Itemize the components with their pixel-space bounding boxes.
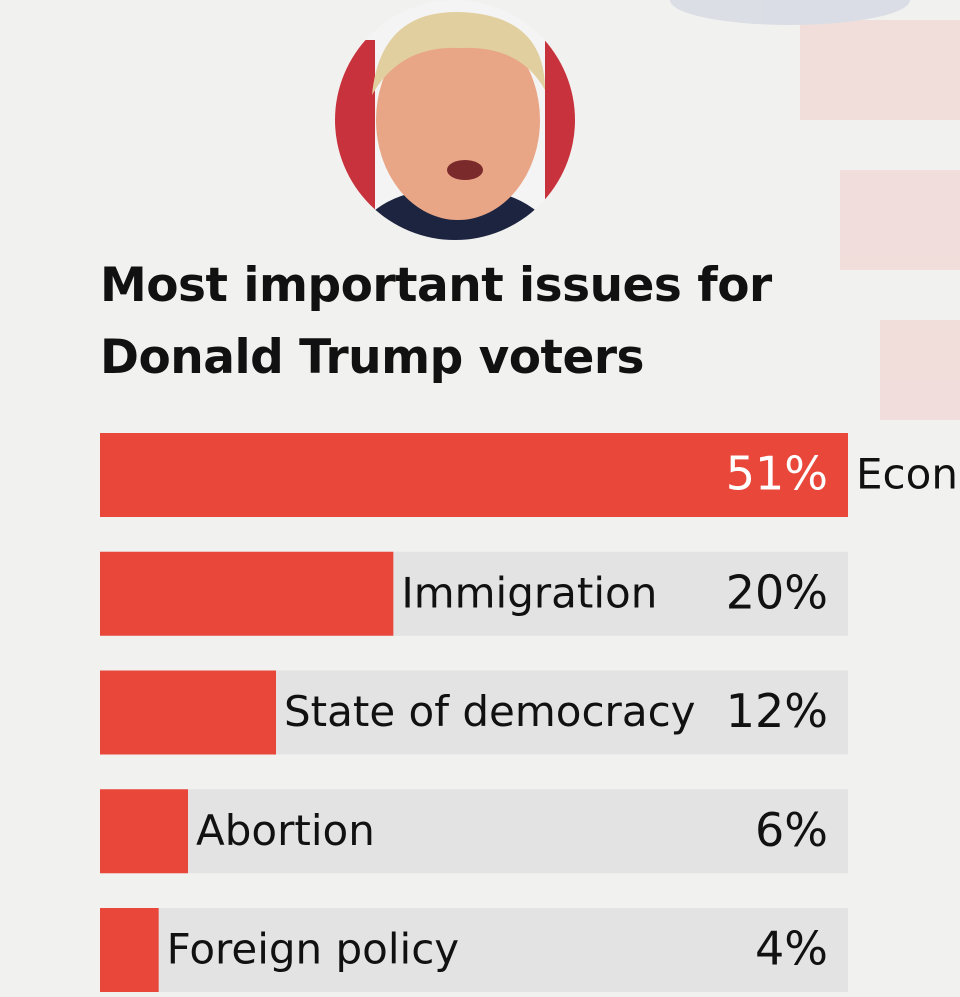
value-label: 20%: [726, 565, 828, 619]
value-label: 12%: [726, 684, 828, 738]
category-label: Abortion: [196, 806, 375, 855]
value-label: 51%: [726, 447, 828, 501]
bar-track: [100, 908, 848, 992]
category-label: State of democracy: [284, 687, 696, 736]
category-label: Economy: [856, 450, 960, 499]
value-label: 4%: [755, 922, 828, 976]
bar: [100, 908, 159, 992]
bar: [100, 433, 848, 517]
flag-decoration: [670, 0, 960, 420]
chart-title: Most important issues for Donald Trump v…: [100, 258, 772, 385]
bar: [100, 789, 188, 874]
bar: [100, 551, 394, 636]
bar: [100, 670, 276, 755]
category-label: Immigration: [401, 568, 657, 617]
category-label: Foreign policy: [167, 925, 459, 974]
value-label: 6%: [755, 803, 828, 857]
portrait: [335, 0, 575, 240]
bar-track: [100, 789, 848, 874]
